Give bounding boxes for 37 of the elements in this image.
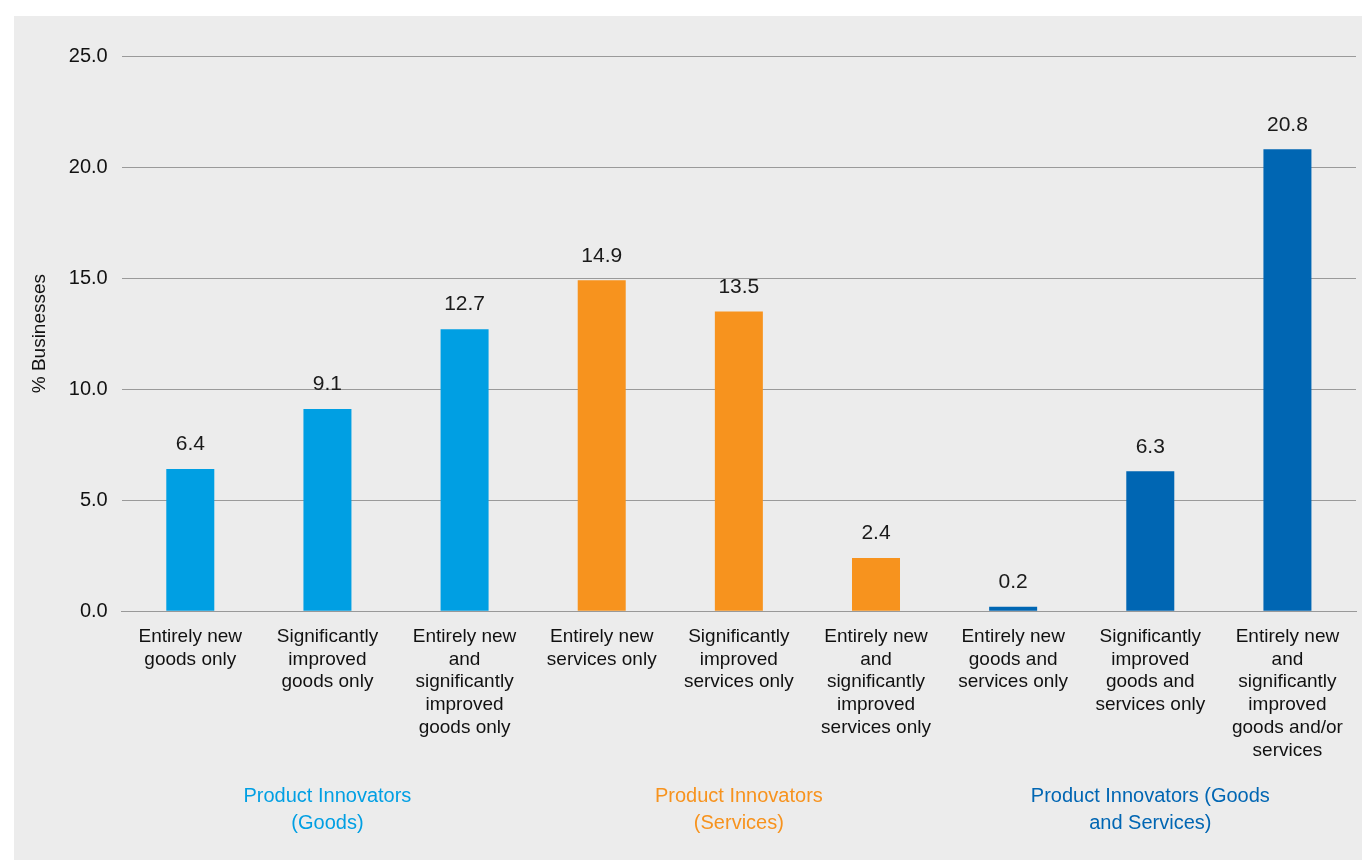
bar xyxy=(166,469,215,611)
bar xyxy=(577,280,626,611)
data-label: 13.5 xyxy=(718,273,760,297)
y-tick-label: 10.0 xyxy=(68,376,108,399)
bar xyxy=(440,329,489,611)
data-label: 9.1 xyxy=(312,371,343,395)
bar xyxy=(714,311,763,611)
y-tick-label: 25.0 xyxy=(68,43,108,66)
x-tick-label: Entirely new and significantly improved goods and/or services xyxy=(1231,624,1344,760)
y-axis-title: % Businesses xyxy=(27,273,49,394)
y-tick-label: 15.0 xyxy=(68,265,108,288)
y-tick-label: 20.0 xyxy=(68,154,108,177)
data-label: 6.3 xyxy=(1135,433,1165,457)
text: Product Innovators (Goods) xyxy=(243,783,412,833)
x-tick-label: Significantly improved goods and services only xyxy=(1095,624,1206,715)
y-tick-label: 0.0 xyxy=(79,598,108,621)
bar xyxy=(989,606,1038,611)
x-tick-label: Entirely new goods and services only xyxy=(958,624,1069,692)
x-tick-label: Significantly improved goods only xyxy=(276,624,379,692)
data-label: 20.8 xyxy=(1266,111,1308,135)
text: Product Innovators (Goods and Services) xyxy=(1030,783,1270,833)
bar xyxy=(1263,149,1312,611)
data-label: 0.2 xyxy=(998,569,1028,593)
text: Product Innovators (Services) xyxy=(654,783,823,833)
x-tick-label: Entirely new services only xyxy=(546,624,658,669)
x-tick-label: Entirely new goods only xyxy=(138,624,243,669)
data-label: 12.7 xyxy=(444,291,486,315)
x-tick-label: Entirely new and significantly improved services only xyxy=(821,624,932,738)
bar xyxy=(1126,471,1175,611)
x-tick-label: Significantly improved services only xyxy=(683,624,795,692)
data-label: 2.4 xyxy=(861,520,891,544)
data-label: 14.9 xyxy=(581,242,623,266)
bar xyxy=(852,557,900,611)
y-tick-label: 5.0 xyxy=(79,487,108,510)
data-label: 6.4 xyxy=(175,431,206,455)
x-tick-label: Entirely new and significantly improved goods only xyxy=(412,624,517,738)
bar xyxy=(303,409,352,611)
